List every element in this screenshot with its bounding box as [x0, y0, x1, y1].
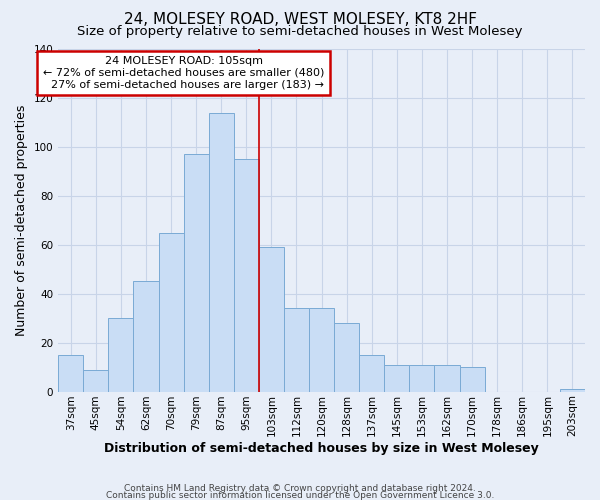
- Bar: [334, 323, 359, 392]
- Bar: [359, 355, 385, 392]
- Bar: [434, 364, 460, 392]
- Bar: [385, 364, 409, 392]
- Text: Size of property relative to semi-detached houses in West Molesey: Size of property relative to semi-detach…: [77, 25, 523, 38]
- Bar: [309, 308, 334, 392]
- Bar: [409, 364, 434, 392]
- Bar: [560, 389, 585, 392]
- Bar: [460, 367, 485, 392]
- Bar: [83, 370, 109, 392]
- Bar: [58, 355, 83, 392]
- Bar: [284, 308, 309, 392]
- Text: 24, MOLESEY ROAD, WEST MOLESEY, KT8 2HF: 24, MOLESEY ROAD, WEST MOLESEY, KT8 2HF: [124, 12, 476, 28]
- Bar: [109, 318, 133, 392]
- Bar: [259, 247, 284, 392]
- Y-axis label: Number of semi-detached properties: Number of semi-detached properties: [15, 104, 28, 336]
- Bar: [209, 112, 234, 392]
- Bar: [184, 154, 209, 392]
- Text: Contains public sector information licensed under the Open Government Licence 3.: Contains public sector information licen…: [106, 490, 494, 500]
- Text: 24 MOLESEY ROAD: 105sqm  
← 72% of semi-detached houses are smaller (480)
  27% : 24 MOLESEY ROAD: 105sqm ← 72% of semi-de…: [43, 56, 324, 90]
- Text: Contains HM Land Registry data © Crown copyright and database right 2024.: Contains HM Land Registry data © Crown c…: [124, 484, 476, 493]
- Bar: [158, 232, 184, 392]
- Bar: [234, 159, 259, 392]
- X-axis label: Distribution of semi-detached houses by size in West Molesey: Distribution of semi-detached houses by …: [104, 442, 539, 455]
- Bar: [133, 282, 158, 392]
